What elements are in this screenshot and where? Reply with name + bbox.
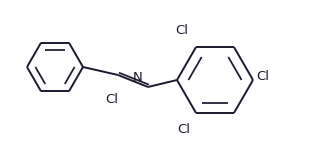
Text: Cl: Cl <box>106 93 118 106</box>
Text: Cl: Cl <box>256 69 269 82</box>
Text: Cl: Cl <box>177 123 190 136</box>
Text: Cl: Cl <box>175 24 188 37</box>
Text: N: N <box>133 71 143 84</box>
